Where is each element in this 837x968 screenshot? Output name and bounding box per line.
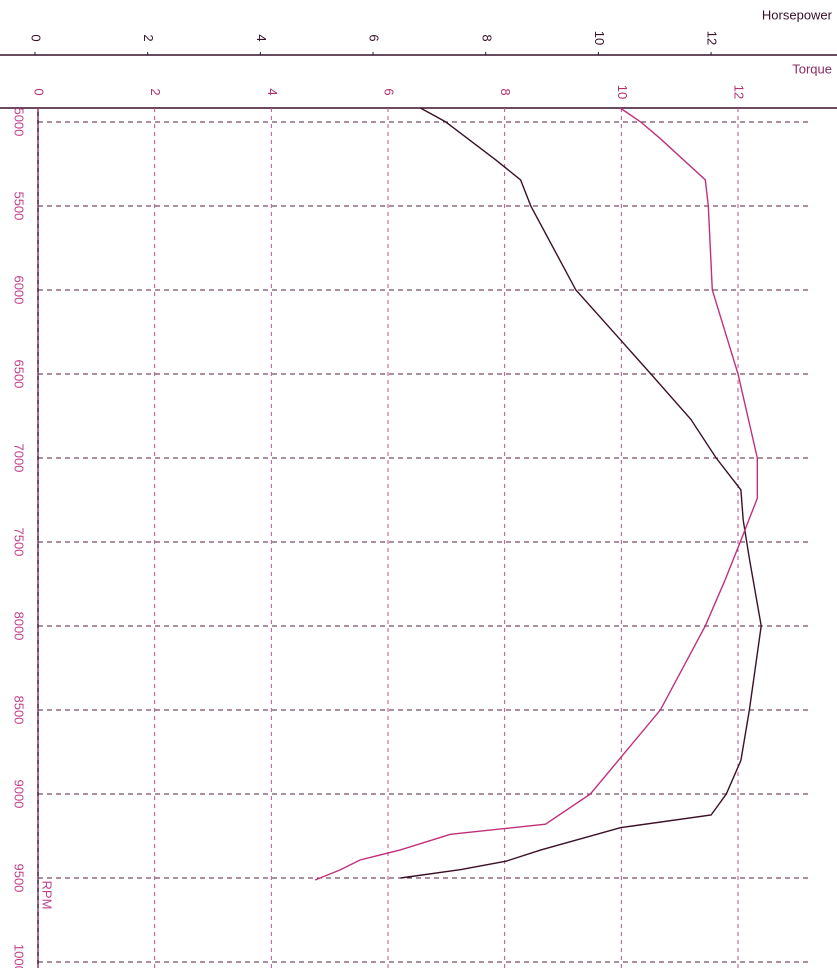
series-line <box>314 107 758 881</box>
torque-tick-label: 12 <box>732 85 747 99</box>
hp-tick-label: 2 <box>141 34 156 41</box>
hp-tick-label: 10 <box>592 31 607 45</box>
hp-tick-label: 6 <box>367 34 382 41</box>
hp-tick-label: 12 <box>705 31 720 45</box>
torque-tick-label: 8 <box>498 88 513 95</box>
series-line <box>400 107 762 879</box>
rpm-tick-label: 7500 <box>12 527 27 556</box>
hp-tick-label: 0 <box>29 34 44 41</box>
rpm-tick-label: 10000 <box>12 944 27 968</box>
torque-tick-label: 10 <box>615 85 630 99</box>
rpm-tick-label: 6000 <box>12 275 27 304</box>
rpm-tick-label: 9500 <box>12 863 27 892</box>
rpm-tick-label: 5000 <box>12 107 27 136</box>
torque-tick-label: 6 <box>382 88 397 95</box>
rpm-tick-label: 9000 <box>12 779 27 808</box>
torque-tick-label: 0 <box>32 88 47 95</box>
hp-tick-label: 4 <box>254 34 269 41</box>
rpm-tick-label: 6500 <box>12 359 27 388</box>
torque-tick-label: 2 <box>148 88 163 95</box>
rpm-tick-label: 5500 <box>12 191 27 220</box>
rpm-tick-label: 8500 <box>12 695 27 724</box>
rpm-tick-label: 7000 <box>12 443 27 472</box>
torque-tick-label: 4 <box>265 88 280 95</box>
hp-axis-title: Horsepower <box>762 7 833 22</box>
hp-tick-label: 8 <box>479 34 494 41</box>
rpm-tick-label: 8000 <box>12 611 27 640</box>
rpm-axis-title: RPM <box>40 881 55 910</box>
torque-axis-title: Torque <box>792 61 832 76</box>
